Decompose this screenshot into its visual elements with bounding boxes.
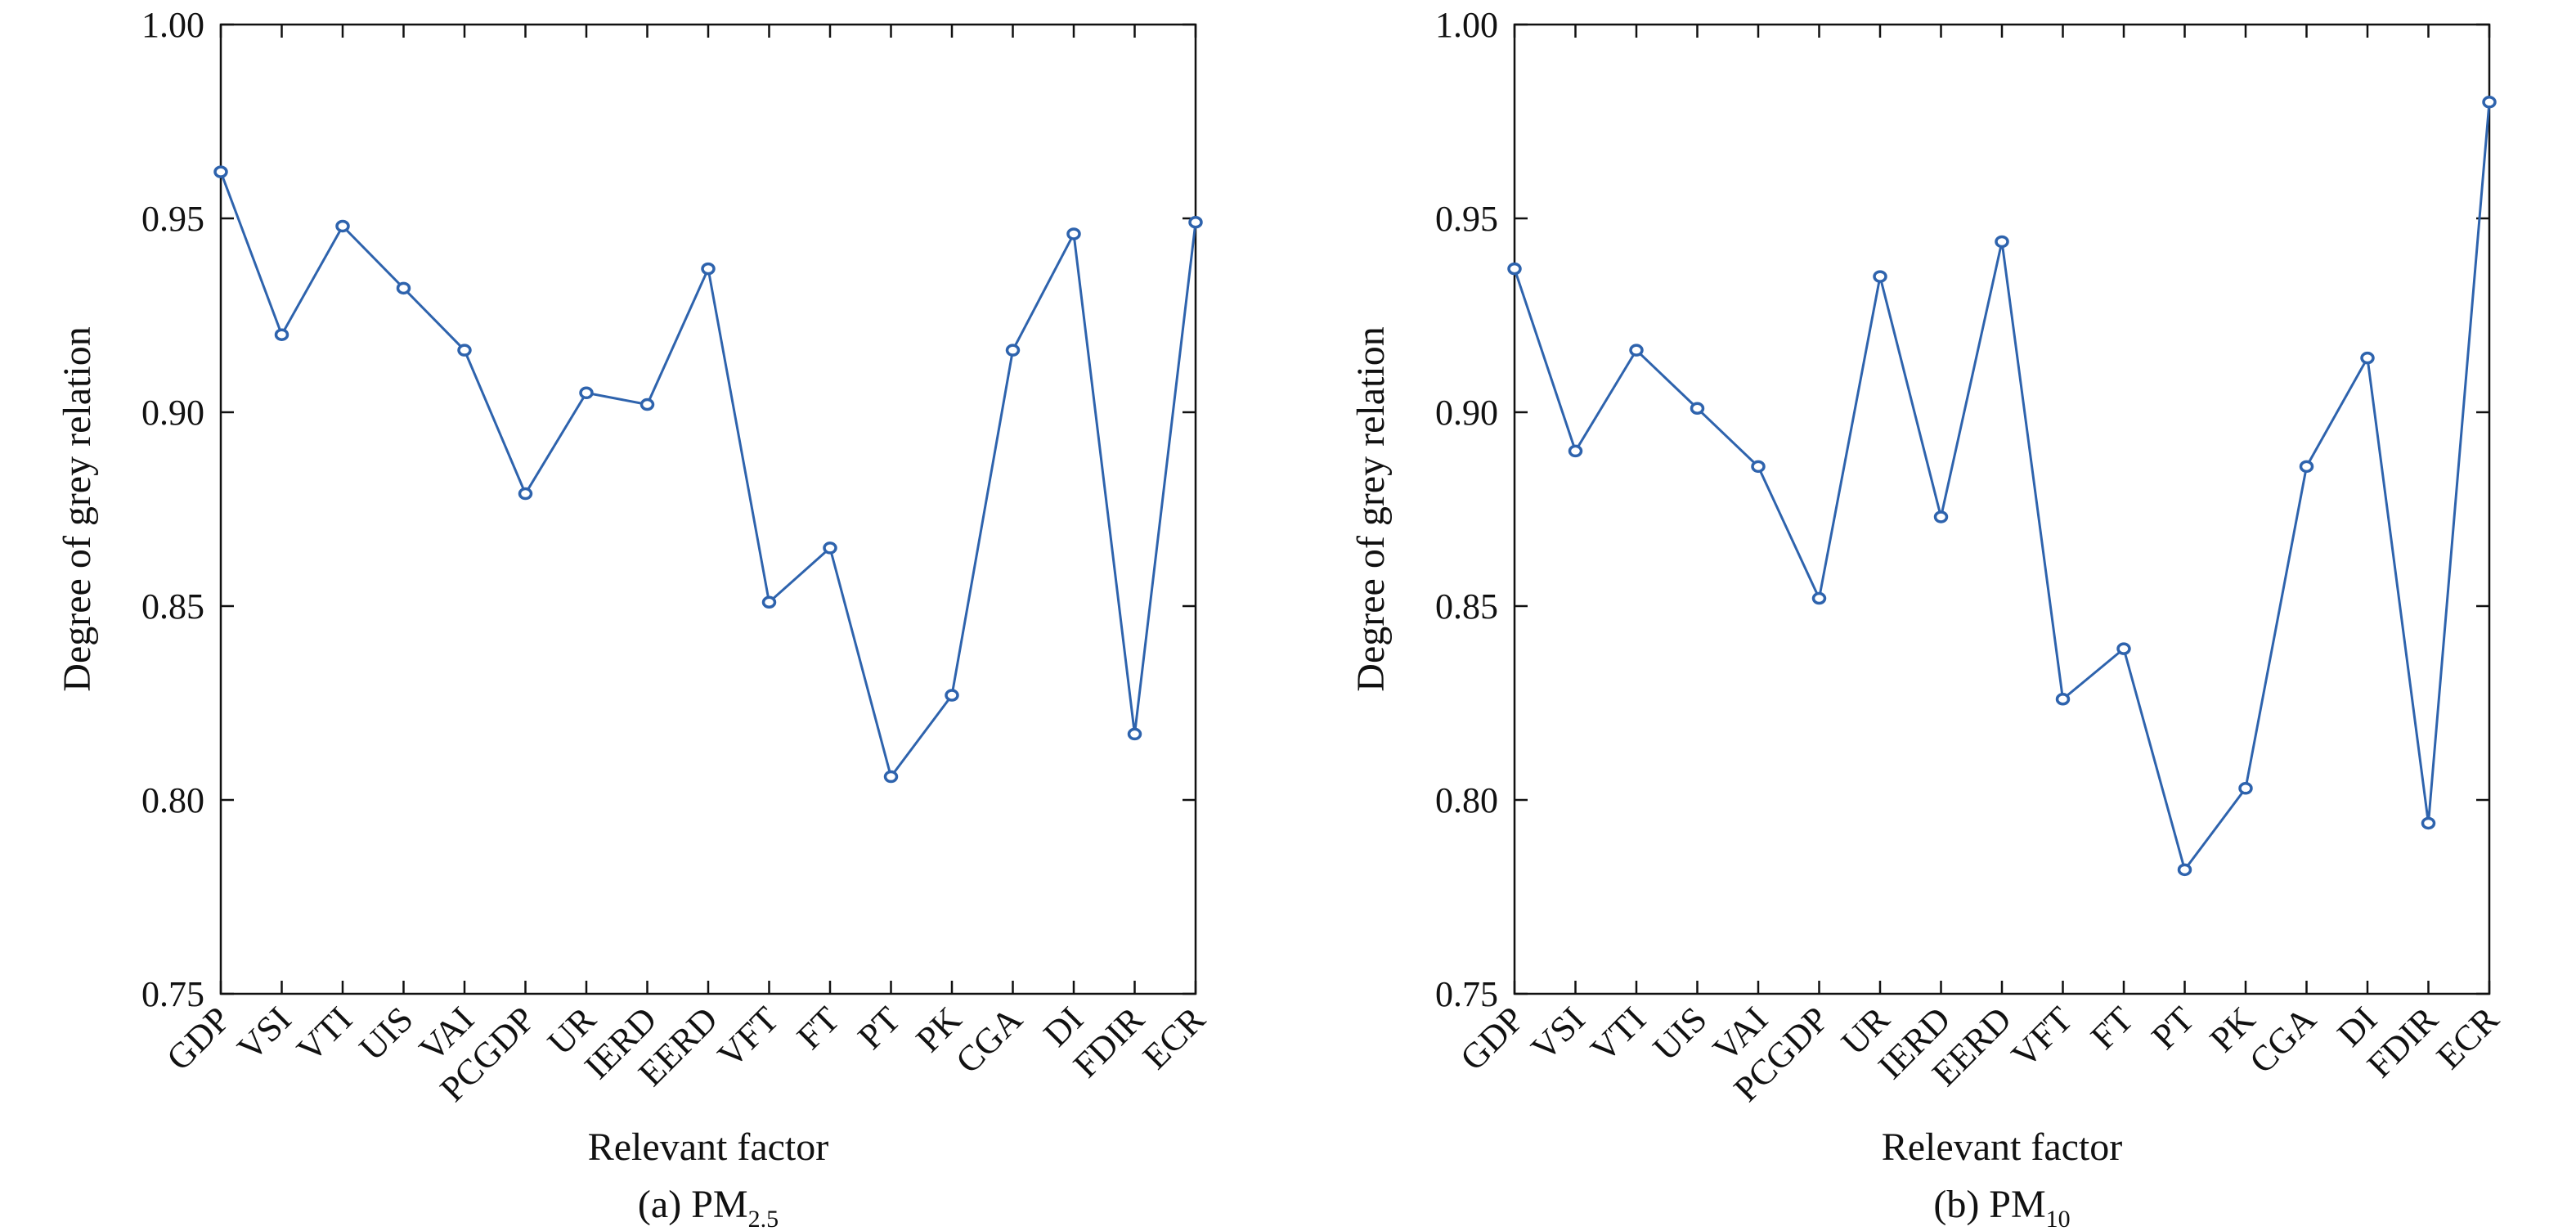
data-point: [2116, 642, 2131, 655]
y-tick-label: 1.00: [1435, 5, 1498, 45]
y-tick-label: 0.80: [1435, 780, 1498, 820]
data-point: [1066, 227, 1081, 240]
x-tick-label: VTI: [289, 999, 360, 1069]
x-tick-label: CGA: [948, 999, 1030, 1080]
x-tick-label: FT: [789, 999, 847, 1057]
data-point: [2421, 816, 2436, 830]
data-point: [2482, 96, 2497, 109]
y-tick-label: 0.95: [141, 199, 204, 239]
y-tick-label: 0.95: [1435, 199, 1498, 239]
y-axis-title: Degree of grey relation: [1349, 326, 1393, 691]
panel-caption-subscript: 2.5: [748, 1206, 779, 1231]
x-tick-label: VTI: [1583, 999, 1654, 1069]
data-point: [1811, 591, 1827, 605]
data-point: [1933, 510, 1949, 523]
data-point: [2055, 693, 2071, 706]
x-tick-label: VSI: [1524, 999, 1593, 1068]
data-point: [1751, 460, 1766, 474]
data-point: [1690, 402, 1705, 416]
y-tick-label: 0.90: [1435, 393, 1498, 433]
plot-frame: [1513, 23, 2491, 995]
x-tick-label: VFT: [710, 999, 787, 1076]
y-tick-label: 0.80: [141, 780, 204, 820]
data-point: [1188, 215, 1203, 229]
data-point: [701, 262, 716, 276]
x-tick-label: FT: [2083, 999, 2141, 1057]
data-point: [1995, 235, 2009, 249]
panel-caption-subscript: 10: [2046, 1206, 2071, 1231]
plot-frame: [219, 23, 1197, 995]
x-tick-label: ECR: [2429, 999, 2507, 1077]
data-point: [579, 386, 594, 400]
y-tick-label: 0.90: [141, 393, 204, 433]
data-point: [2299, 460, 2314, 474]
x-tick-label: VSI: [230, 999, 299, 1068]
panel-caption: (a) PM2.5: [638, 1183, 779, 1231]
x-tick-label: VFT: [2004, 999, 2080, 1076]
panel-caption-prefix: (b) PM: [1933, 1183, 2045, 1226]
x-tick-label: PT: [850, 999, 909, 1057]
data-point: [2360, 351, 2375, 365]
data-point: [2177, 863, 2192, 877]
data-point: [883, 770, 899, 784]
data-point: [213, 165, 228, 178]
data-point: [761, 595, 777, 609]
data-point: [274, 328, 289, 341]
data-point: [1005, 344, 1021, 357]
panel-caption-prefix: (a) PM: [638, 1183, 748, 1226]
data-point: [396, 281, 411, 295]
panel-caption: (b) PM10: [1933, 1183, 2070, 1231]
y-tick-label: 0.75: [1435, 974, 1498, 1014]
x-tick-label: UIS: [352, 999, 421, 1068]
x-axis-title: Relevant factor: [1882, 1125, 2123, 1169]
panel-a: 0.750.800.850.900.951.00GDPVSIVTIUISVAIP…: [56, 5, 1214, 1231]
x-tick-label: UIS: [1645, 999, 1715, 1068]
y-tick-label: 0.85: [1435, 586, 1498, 627]
y-tick-label: 0.75: [141, 974, 204, 1014]
x-tick-label: ECR: [1135, 999, 1214, 1077]
series-line: [1513, 101, 2491, 873]
data-point: [1629, 344, 1644, 357]
panel-b: 0.750.800.850.900.951.00GDPVSIVTIUISVAIP…: [1349, 5, 2507, 1231]
data-point: [2238, 782, 2253, 795]
y-tick-label: 1.00: [141, 5, 204, 45]
data-point: [1127, 727, 1142, 741]
data-point: [1568, 444, 1583, 458]
data-point: [823, 541, 837, 555]
x-tick-label: FDIR: [2359, 999, 2446, 1085]
data-point: [945, 689, 959, 702]
x-axis-title: Relevant factor: [588, 1125, 829, 1169]
x-tick-label: PT: [2144, 999, 2202, 1057]
data-point: [518, 487, 533, 501]
data-point: [457, 344, 472, 357]
data-point: [640, 398, 655, 411]
x-tick-label: FDIR: [1066, 999, 1152, 1085]
x-tick-label: CGA: [2242, 999, 2323, 1080]
data-point: [1873, 270, 1887, 283]
data-point: [335, 219, 350, 233]
y-axis-title: Degree of grey relation: [56, 326, 99, 691]
y-tick-label: 0.85: [141, 586, 204, 627]
data-point: [1507, 262, 1522, 276]
